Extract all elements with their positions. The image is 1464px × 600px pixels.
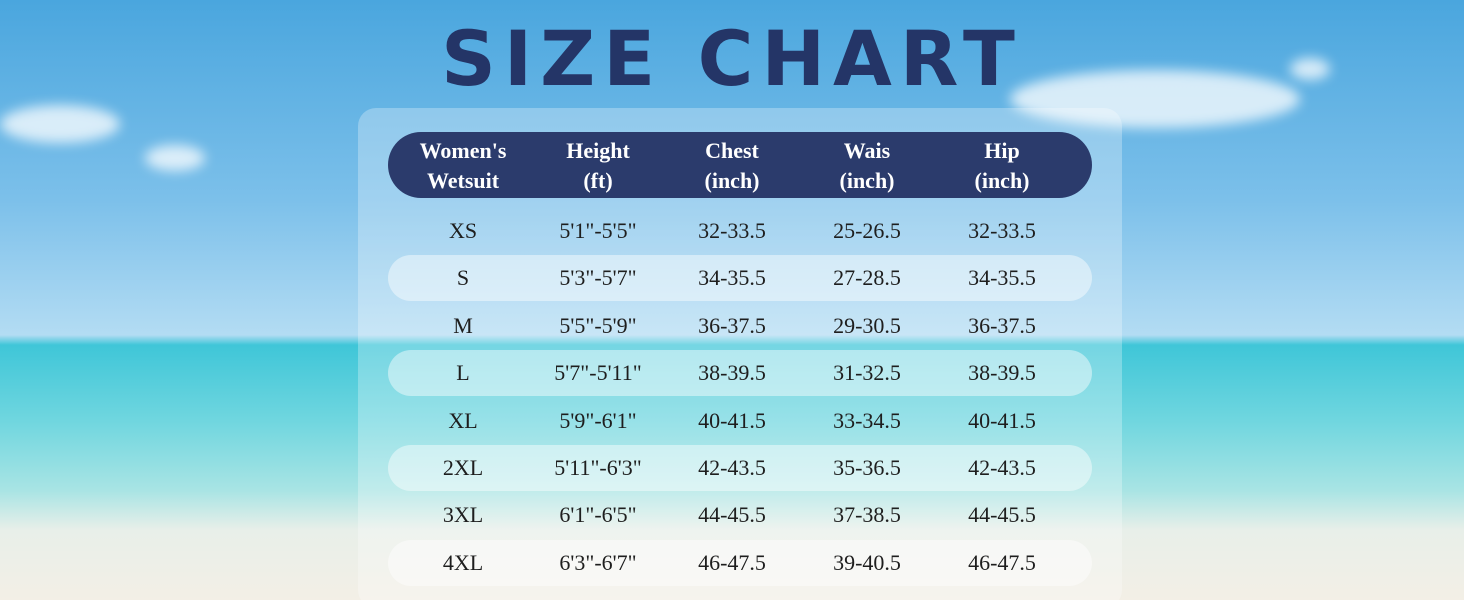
header-cell: Chest [705,138,759,163]
table-cell: 5'11"-6'3" [554,455,642,480]
table-cell: XS [448,218,478,243]
table-cell: 32-33.5 [698,218,766,243]
table-cell: 5'3"-5'7" [559,265,637,291]
table-cell: 32-33.5 [968,218,1036,243]
table-cell: 44-45.5 [698,502,766,528]
header-bar [388,132,1092,198]
table-cell: 25-26.5 [833,218,901,243]
row-stripe [388,255,1092,302]
table-cell: 4XL [442,549,484,575]
table-cell: 29-30.5 [833,312,901,338]
table-cell: 40-41.5 [968,407,1036,433]
header-cell: Height [566,138,630,163]
table-cell: 37-38.5 [833,502,901,528]
table-cell: 5'9"-6'1" [559,407,637,433]
cloud [1290,58,1330,80]
table-cell: M [453,312,473,338]
header-cell: Women's [419,138,507,163]
table-cell: 39-40.5 [833,549,901,575]
table-cell: 6'3"-6'7" [559,549,637,575]
table-cell: S [456,265,470,291]
table-cell: 31-32.5 [833,360,901,386]
header-cell: (inch) [974,168,1030,193]
table-cell: 3XL [442,502,484,528]
table-cell: 5'7"-5'11" [554,360,642,386]
table-cell: 38-39.5 [968,360,1036,386]
table-cell: 42-43.5 [968,455,1036,480]
header-cell: (inch) [704,168,760,193]
title: SIZE CHART [441,14,1023,103]
table-cell: 36-37.5 [968,312,1036,338]
table-cell: 38-39.5 [698,360,766,386]
header-cell: Wais [843,138,891,163]
table-cell: 5'1"-5'5" [559,218,637,243]
row-stripe [388,350,1092,397]
header-cell: Hip [984,138,1020,163]
table-cell: 34-35.5 [698,265,766,291]
table-cell: 46-47.5 [968,549,1036,575]
cloud [1010,70,1300,128]
table-cell: 5'5"-5'9" [559,312,637,338]
header-cell: (ft) [583,168,613,193]
cloud [145,145,205,171]
table-cell: 35-36.5 [833,455,901,480]
row-stripe [388,445,1092,491]
table-cell: L [456,360,470,386]
table-cell: 40-41.5 [698,407,766,433]
table-cell: 46-47.5 [698,549,766,575]
table-cell: 36-37.5 [698,312,766,338]
table-cell: 44-45.5 [968,502,1036,528]
table-cell: 34-35.5 [968,265,1036,291]
header-cell: (inch) [839,168,895,193]
table-cell: XL [448,407,478,433]
row-stripe [388,539,1092,586]
table-cell: 27-28.5 [833,265,901,291]
header-cell: Wetsuit [426,168,500,193]
cloud [0,105,120,143]
table-cell: 2XL [442,455,484,480]
table-cell: 42-43.5 [698,455,766,480]
table-cell: 33-34.5 [833,407,901,433]
table-cell: 6'1"-6'5" [559,502,637,528]
